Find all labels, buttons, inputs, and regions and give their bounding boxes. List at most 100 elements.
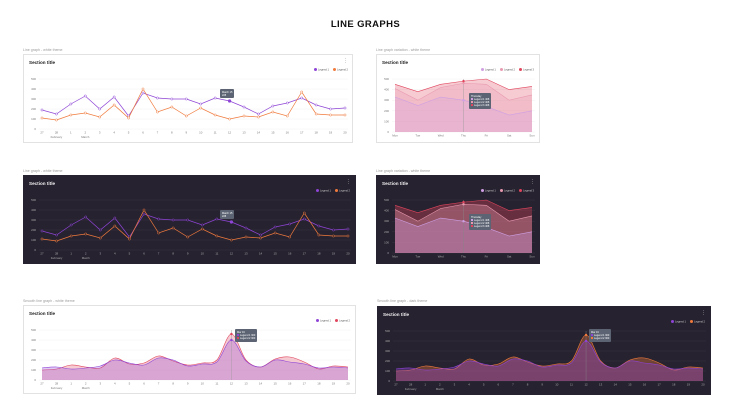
x-tick-label: 8 [172, 252, 174, 256]
x-tick-label: 13 [244, 252, 248, 256]
chart-legend: Legend 1 Legend 2 [313, 189, 350, 193]
tooltip-swatch [591, 336, 593, 339]
legend-2-label: Legend 2 [694, 320, 705, 324]
smooth-line-graph-dark-card: Section title Legend 1 Legend 2 ⋮ 0 100 20… [377, 306, 711, 395]
x-tick-label: 27 [394, 383, 398, 387]
tooltip-title: Thursday [471, 215, 482, 219]
data-point [228, 117, 231, 121]
x-tick-label: 8 [527, 383, 529, 387]
data-point [55, 118, 58, 122]
more-options-icon[interactable]: ⋮ [701, 310, 706, 316]
caption-variation-dark: Line graph variation - white theme [376, 169, 431, 173]
data-point [141, 91, 145, 95]
tooltip-row: Legend 2 408 [471, 221, 489, 225]
x-tick-label: 20 [701, 383, 705, 387]
series-line [395, 334, 704, 372]
area-chart: 0 100 200 300 400 500 Mon Tue Wed Thu Fri Sat Sun [384, 198, 535, 259]
legend-2-dot [332, 68, 336, 71]
legend-2-dot [499, 68, 503, 71]
data-point [199, 106, 203, 110]
card-title: Section title [29, 311, 56, 316]
x-tick-label: Sat [507, 134, 512, 138]
legend-1-dot [315, 319, 319, 322]
data-point [112, 103, 116, 107]
x-tick-label: 7 [158, 382, 160, 386]
data-point [186, 218, 190, 222]
x-tick-label: 2 [84, 131, 86, 135]
legend-2-dot [499, 189, 503, 192]
y-tick-label: 500 [31, 198, 36, 202]
tooltip-swatch [237, 336, 239, 339]
legend-3-label: Legend 3 [523, 68, 534, 72]
data-point [55, 112, 58, 116]
y-tick-label: 300 [384, 219, 389, 223]
x-tick-label: 3 [454, 383, 456, 387]
data-point [184, 114, 188, 118]
data-point [285, 101, 289, 105]
data-point [156, 110, 159, 114]
x-tick-label: Fri [485, 255, 489, 259]
x-tick-label: 7 [512, 383, 514, 387]
x-tick-label: 6 [142, 131, 144, 135]
tooltip-row: Legend 1 300 [237, 333, 255, 337]
series-line [395, 340, 704, 371]
x-tick-label: 14 [614, 383, 618, 387]
series-line [41, 339, 349, 370]
x-tick-label: 28 [55, 131, 59, 135]
y-tick-label: 100 [31, 368, 36, 372]
data-point [127, 116, 130, 120]
highlighted-point [229, 220, 234, 224]
data-point [288, 235, 292, 239]
caption-smooth-dark: Smooth line graph - dark theme [377, 299, 428, 303]
legend-1-dot [313, 68, 317, 71]
tooltip-row-label: Legend 2 [474, 221, 485, 225]
card-title: Section title [29, 60, 56, 65]
highlighted-point [227, 99, 232, 103]
caption-line-dark: Line graph - white theme [23, 169, 63, 173]
data-point [200, 223, 204, 227]
x-tick-label: Wed [438, 134, 444, 138]
month-label: February [405, 387, 417, 391]
legend-1-dot [315, 189, 319, 192]
legend-3-label: Legend 3 [523, 189, 534, 193]
y-tick-label: 400 [384, 88, 389, 92]
more-options-icon[interactable]: ⋮ [343, 58, 348, 64]
x-tick-label: 12 [230, 382, 234, 386]
x-tick-label: 1 [70, 252, 72, 256]
tooltip-row-value: 408 [485, 100, 490, 104]
x-tick-label: 13 [244, 382, 248, 386]
legend-1-dot [670, 320, 674, 323]
x-tick-label: 9 [541, 383, 543, 387]
chart-tooltip: Thursday Legend 1 408 Legend 2 408 Legen… [469, 93, 492, 109]
chart-tooltip: Mar 16 Legend 1 300 Legend 2 300 [589, 329, 612, 342]
chart-tooltip: Mar 16 Legend 1 300 Legend 2 300 [235, 329, 258, 342]
tooltip-row: Legend 3 408 [471, 104, 489, 107]
data-point [257, 115, 260, 119]
data-point [302, 211, 306, 215]
data-point [112, 95, 116, 99]
chart-legend: Legend 1 Legend 2 [313, 319, 350, 323]
tooltip-row-value: 300 [251, 336, 256, 340]
data-point [84, 232, 88, 236]
y-tick-label: 500 [384, 198, 389, 202]
x-tick-label: 15 [274, 252, 278, 256]
x-tick-label: 1 [70, 131, 72, 135]
more-options-icon[interactable]: ⋮ [530, 179, 535, 185]
x-tick-label: 28 [55, 382, 59, 386]
more-options-icon[interactable]: ⋮ [346, 179, 351, 185]
data-point [242, 114, 246, 118]
data-point [244, 226, 248, 230]
data-point [317, 233, 321, 237]
series-line [41, 333, 349, 371]
x-tick-label: 7 [157, 131, 159, 135]
x-tick-label: 28 [55, 252, 59, 256]
data-point [83, 111, 87, 115]
x-tick-label: 2 [439, 383, 441, 387]
data-point [98, 107, 102, 111]
tooltip-swatch [591, 333, 593, 336]
data-point [213, 96, 217, 100]
y-tick-label: 400 [384, 209, 389, 213]
legend-1-label: Legend 1 [675, 320, 686, 324]
